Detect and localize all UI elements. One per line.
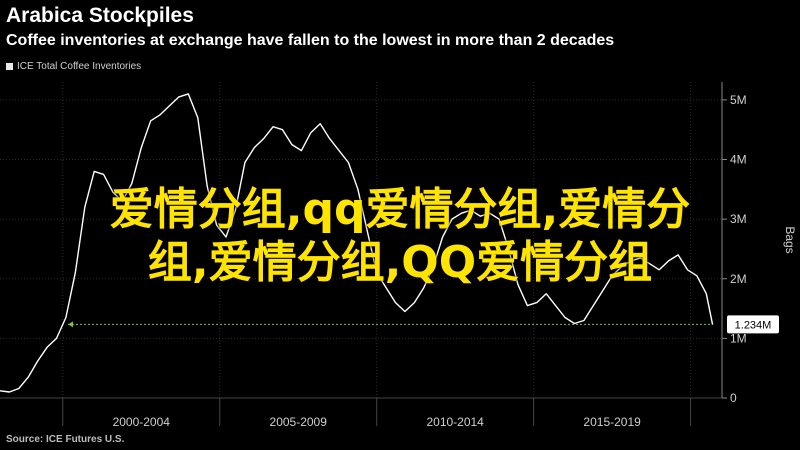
reference-arrow <box>68 321 73 328</box>
last-value-callout <box>727 315 779 334</box>
series-line-0 <box>0 93 714 393</box>
y-tick-label-3: 3M <box>730 212 747 226</box>
overlay-text-line-2: 组,爱情分组,QQ爱情分组 <box>147 237 653 288</box>
y-axis-label: Bags <box>783 226 797 253</box>
legend-swatch <box>6 63 13 70</box>
x-tick-label-1: 2005-2009 <box>270 415 328 429</box>
y-tick-label-4: 4M <box>730 153 747 167</box>
x-tick-label-3: 2015-2019 <box>583 415 641 429</box>
chart-subtitle: Coffee inventories at exchange have fall… <box>6 32 615 49</box>
overlay-text-line-1: 爱情分组,qq爱情分组,爱情分 <box>109 184 691 235</box>
legend-series-label: ICE Total Coffee Inventories <box>17 61 142 72</box>
chart-legend: ICE Total Coffee Inventories <box>6 61 141 72</box>
chart-source: Source: ICE Futures U.S. <box>6 434 125 445</box>
y-tick-label-2: 2M <box>730 272 747 286</box>
y-tick-label-1: 1M <box>730 331 747 345</box>
y-tick-label-0: 0 <box>730 391 737 405</box>
y-tick-label-5: 5M <box>730 93 747 107</box>
x-tick-label-2: 2010-2014 <box>426 415 484 429</box>
x-tick-label-0: 2000-2004 <box>113 415 171 429</box>
chart-title: Arabica Stockpiles <box>6 4 194 27</box>
last-value-callout-label: 1.234M <box>735 319 772 331</box>
